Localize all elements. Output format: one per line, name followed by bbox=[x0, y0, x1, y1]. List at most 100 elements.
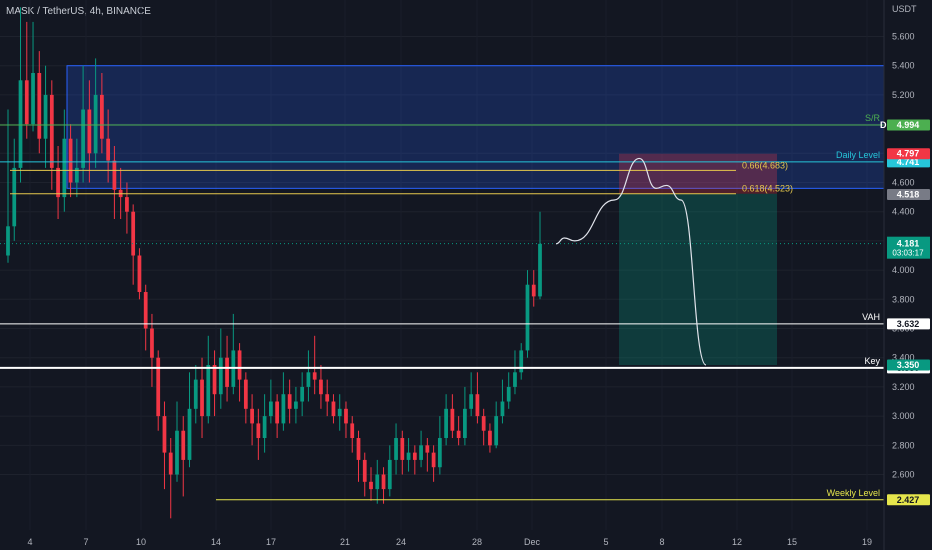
candle-body bbox=[287, 394, 292, 409]
candle-body bbox=[187, 408, 192, 460]
candle-body bbox=[412, 452, 417, 460]
y-tick-label: 3.400 bbox=[892, 353, 915, 363]
price-axis[interactable]: 5.6005.4005.2005.0004.8004.6004.4004.200… bbox=[883, 0, 917, 550]
candle-body bbox=[275, 401, 280, 424]
price-badge-bg bbox=[887, 148, 930, 160]
x-tick-label: 14 bbox=[211, 537, 221, 547]
candle-body bbox=[331, 401, 336, 417]
candle-body bbox=[437, 438, 442, 468]
candle-body bbox=[456, 430, 461, 439]
price-badge: 3.350 bbox=[897, 360, 920, 370]
candle-body bbox=[469, 394, 474, 409]
candle-body bbox=[300, 386, 305, 402]
level-badge-bg bbox=[887, 119, 930, 131]
horizontal-levels: S/R Daily Level VAH Key Weekly Level 0.66(4.6… bbox=[0, 113, 884, 501]
grid bbox=[0, 36, 884, 476]
candle-body bbox=[12, 167, 17, 227]
candle-body bbox=[475, 394, 480, 417]
candle-body bbox=[100, 94, 104, 139]
candle-body bbox=[531, 284, 536, 297]
candle-body bbox=[281, 394, 286, 424]
candles bbox=[6, 7, 542, 519]
x-tick-label: 10 bbox=[136, 537, 146, 547]
level-badge: 3.632 bbox=[897, 319, 920, 329]
x-tick-label: 15 bbox=[787, 537, 797, 547]
candle-body bbox=[362, 459, 367, 482]
candle-body bbox=[325, 394, 330, 402]
x-tick-label: Dec bbox=[524, 537, 541, 547]
y-tick-label: 2.600 bbox=[892, 470, 915, 480]
candle-body bbox=[387, 459, 392, 490]
candle-body bbox=[212, 365, 217, 395]
candle-body bbox=[162, 416, 167, 453]
y-tick-label: 4.600 bbox=[892, 178, 915, 188]
candle-body bbox=[312, 372, 317, 380]
candle-body bbox=[250, 408, 254, 424]
candle-body bbox=[74, 167, 79, 183]
fib-label: 0.66(4.683) bbox=[742, 160, 788, 170]
candle-body bbox=[125, 197, 129, 212]
candle-body bbox=[525, 284, 530, 351]
price-badges: 4.9944.7413.6323.3302.4274.7974.5183.350… bbox=[880, 119, 930, 506]
x-tick-label: 12 bbox=[732, 537, 742, 547]
x-tick-label: 19 bbox=[862, 537, 872, 547]
x-tick-label: 21 bbox=[340, 537, 350, 547]
candle-body bbox=[450, 408, 455, 431]
candle-body bbox=[137, 255, 142, 293]
candle-body bbox=[206, 365, 211, 417]
level-label: Key bbox=[864, 356, 880, 366]
candle-body bbox=[56, 167, 60, 198]
candle-body bbox=[237, 350, 242, 380]
projection-path bbox=[555, 157, 707, 366]
candle-body bbox=[256, 423, 261, 439]
level-badge: 4.994 bbox=[897, 120, 920, 130]
x-tick-label: 28 bbox=[472, 537, 482, 547]
candle-body bbox=[156, 357, 161, 417]
candle-body bbox=[425, 445, 430, 453]
candle-body bbox=[87, 109, 92, 154]
candle-body bbox=[175, 430, 179, 475]
candle-body bbox=[112, 160, 117, 190]
candle-body bbox=[6, 226, 10, 256]
level-badge-bg bbox=[887, 318, 930, 330]
candle-body bbox=[506, 386, 511, 402]
x-tick-label: 24 bbox=[396, 537, 406, 547]
level-badge-bg bbox=[887, 494, 930, 506]
candle-body bbox=[43, 94, 48, 139]
candle-body bbox=[68, 138, 73, 183]
candle-body bbox=[218, 357, 223, 395]
candle-body bbox=[262, 416, 267, 439]
candle-body bbox=[513, 372, 517, 387]
candle-body bbox=[200, 379, 204, 417]
y-tick-label: 5.600 bbox=[892, 32, 915, 42]
candle-body bbox=[488, 430, 492, 446]
level-label: VAH bbox=[862, 312, 880, 322]
candle-body bbox=[400, 438, 405, 460]
candle-body bbox=[500, 401, 505, 417]
candle-body bbox=[225, 357, 229, 387]
interval-marker: D bbox=[880, 120, 887, 130]
level-label: S/R bbox=[865, 113, 881, 123]
candle-body bbox=[294, 401, 298, 409]
price-badge-bg bbox=[887, 188, 930, 200]
candle-body bbox=[444, 408, 448, 439]
fib-label: 0.618(4.523) bbox=[742, 184, 793, 194]
candle-body bbox=[81, 109, 85, 168]
y-tick-label: 2.800 bbox=[892, 440, 915, 450]
price-badge: 4.518 bbox=[897, 189, 920, 199]
y-tick-label: 3.800 bbox=[892, 294, 915, 304]
level-label: Daily Level bbox=[836, 150, 880, 160]
time-axis[interactable]: 4 7 10 14 17 21 24 28 Dec 5 8 12 15 19 bbox=[27, 537, 872, 547]
x-tick-label: 8 bbox=[659, 537, 664, 547]
candle-body bbox=[431, 452, 436, 468]
x-tick-label: 7 bbox=[83, 537, 88, 547]
candle-body bbox=[519, 350, 524, 373]
candle-body bbox=[337, 408, 342, 417]
candle-body bbox=[344, 408, 348, 424]
candle-body bbox=[268, 401, 273, 417]
y-unit-label: USDT bbox=[892, 4, 917, 14]
candle-body bbox=[350, 423, 355, 439]
candle-body bbox=[356, 438, 361, 460]
candle-body bbox=[243, 379, 248, 409]
